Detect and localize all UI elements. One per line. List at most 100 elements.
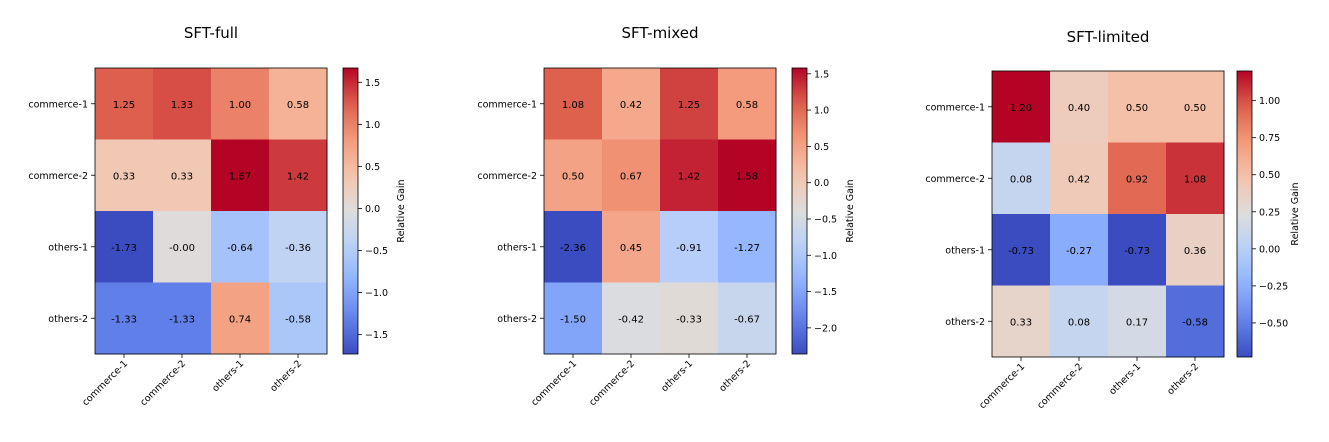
cell-value-label: 0.33: [171, 171, 193, 182]
heatmap-cell: [992, 285, 1051, 358]
cell-value-label: -0.58: [285, 314, 311, 325]
cell-value-label: 0.42: [1068, 174, 1090, 185]
y-tick-label: commerce-1: [28, 99, 88, 110]
cell-value-label: -1.33: [169, 314, 195, 325]
colorbar-label: Relative Gain: [1290, 182, 1301, 245]
heatmap-cell: [1108, 285, 1167, 358]
cell-value-label: -0.27: [1066, 246, 1092, 257]
colorbar-tick-label: 0.75: [1259, 133, 1280, 144]
heatmap-cell: [211, 282, 270, 355]
colorbar-label: Relative Gain: [845, 179, 856, 242]
heatmap-cell: [992, 214, 1051, 286]
heatmap-cell: [718, 68, 777, 140]
colorbar-tick-label: 1.5: [814, 69, 829, 80]
y-tick-label: others-1: [48, 242, 88, 253]
cell-value-label: 0.45: [620, 243, 642, 254]
colorbar-tick-label: −1.0: [365, 288, 388, 299]
x-tick-label: others-2: [717, 358, 753, 394]
colorbar: [342, 67, 359, 355]
cell-value-label: 0.08: [1068, 317, 1090, 328]
heatmap-panel-2: SFT-mixed 1.08 0.42 1.25 0.58 0.50 0.67 1.42 1.5…: [477, 24, 856, 408]
cell-value-label: -0.00: [169, 243, 195, 254]
heatmap-cell: [718, 211, 777, 283]
heatmap-cell: [95, 68, 154, 140]
x-tick-label: commerce-2: [1035, 361, 1085, 411]
cell-value-label: -1.73: [111, 243, 137, 254]
cell-value-label: 0.42: [620, 100, 642, 111]
cell-value-label: 0.17: [1126, 317, 1148, 328]
heatmap-cell: [1166, 142, 1225, 215]
plot-frame: [543, 67, 777, 355]
heatmap-cell: [1050, 285, 1109, 358]
heatmap-cell: [1108, 214, 1167, 286]
colorbar-tick-label: 0.50: [1259, 170, 1280, 181]
colorbar-tick-label: 1.0: [365, 120, 380, 131]
cell-value-label: 1.67: [229, 171, 251, 182]
cell-value-label: -0.33: [676, 314, 702, 325]
y-tick-label: commerce-1: [925, 102, 985, 113]
y-tick-label: commerce-2: [477, 171, 537, 182]
heatmap-cell: [718, 282, 777, 355]
heatmap-cell: [211, 139, 270, 212]
colorbar-tick-label: 0.5: [814, 142, 829, 153]
cell-value-label: 1.42: [287, 171, 309, 182]
cell-value-label: 1.08: [562, 100, 584, 111]
x-tick-label: others-1: [1107, 361, 1143, 397]
heatmap-cell: [718, 139, 777, 212]
heatmap-cell: [992, 142, 1051, 215]
cell-value-label: 0.58: [736, 100, 758, 111]
heatmap-cell: [602, 68, 661, 140]
cell-value-label: 0.08: [1010, 174, 1032, 185]
colorbar-tick-label: 1.5: [365, 78, 380, 89]
heatmap-cell: [95, 282, 154, 355]
colorbar-tick-label: 0.00: [1259, 244, 1280, 255]
cell-value-label: -0.73: [1008, 246, 1034, 257]
x-tick-label: commerce-1: [80, 358, 130, 408]
y-tick-label: commerce-1: [477, 99, 537, 110]
heatmap-panel-1: SFT-full 1.25 1.33 1.00 0.58 0.33 0.33 1.67 1.42…: [28, 24, 407, 408]
cell-value-label: -0.91: [676, 243, 702, 254]
colorbar-tick-label: −0.50: [1259, 318, 1288, 329]
cell-value-label: 0.74: [229, 314, 251, 325]
heatmap-cell: [660, 139, 719, 212]
heatmap-cell: [602, 211, 661, 283]
heatmap-cell: [1050, 71, 1109, 143]
colorbar-tick-label: −1.0: [814, 251, 837, 262]
x-tick-label: commerce-2: [587, 358, 637, 408]
cell-value-label: 0.50: [1126, 103, 1148, 114]
chart-title: SFT-mixed: [621, 24, 698, 42]
cell-value-label: 1.25: [678, 100, 700, 111]
heatmap-cell: [1050, 214, 1109, 286]
y-tick-label: others-2: [945, 317, 985, 328]
chart-title: SFT-limited: [1067, 28, 1150, 46]
heatmap-cell: [1050, 142, 1109, 215]
heatmap-cell: [269, 68, 328, 140]
cell-value-label: 0.58: [287, 100, 309, 111]
heatmap-cell: [211, 211, 270, 283]
x-tick-label: commerce-1: [977, 361, 1027, 411]
heatmap-panel-3: SFT-limited 1.20 0.40 0.50 0.50 0.08 0.42 0.92 1…: [925, 28, 1301, 411]
heatmap-cell: [269, 139, 328, 212]
heatmap-cell: [95, 211, 154, 283]
y-tick-label: others-2: [497, 314, 537, 325]
cell-value-label: 0.40: [1068, 103, 1090, 114]
cell-value-label: 0.92: [1126, 174, 1148, 185]
heatmap-cell: [602, 139, 661, 212]
x-tick-label: others-2: [268, 358, 304, 394]
x-tick-label: commerce-2: [138, 358, 188, 408]
colorbar-tick-label: −0.5: [814, 214, 837, 225]
colorbar: [791, 67, 808, 355]
heatmap-cell: [544, 282, 603, 355]
heatmap-cell: [602, 282, 661, 355]
heatmap-cell: [153, 68, 212, 140]
heatmap-cell: [211, 68, 270, 140]
colorbar-tick-label: 0.0: [814, 178, 829, 189]
cell-value-label: 1.08: [1184, 174, 1206, 185]
heatmap-cell: [660, 282, 719, 355]
heatmap-cell: [1108, 142, 1167, 215]
colorbar-tick-label: 0.0: [365, 204, 380, 215]
cell-value-label: 1.20: [1010, 103, 1032, 114]
heatmap-cell: [544, 139, 603, 212]
colorbar-tick-label: 1.0: [814, 106, 829, 117]
cell-value-label: 0.36: [1184, 246, 1206, 257]
